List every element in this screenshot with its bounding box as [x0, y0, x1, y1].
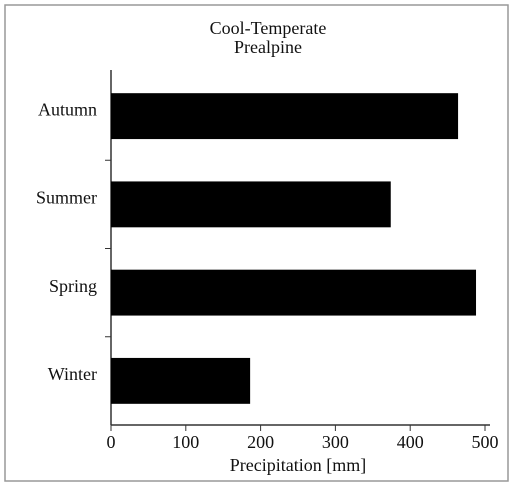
- y-tick-label: Autumn: [38, 99, 97, 119]
- x-tick-label: 200: [247, 432, 274, 452]
- chart-frame: [4, 4, 509, 482]
- x-tick-label: 0: [107, 432, 116, 452]
- x-tick-label: 400: [397, 432, 424, 452]
- y-tick-label: Winter: [48, 364, 97, 384]
- x-tick-label: 100: [172, 432, 199, 452]
- y-tick-label: Summer: [36, 188, 97, 208]
- chart-title: Cool-Temperate: [210, 18, 327, 38]
- chart-subtitle: Prealpine: [234, 37, 302, 57]
- x-axis-label: Precipitation [mm]: [230, 455, 366, 475]
- bar: [111, 93, 459, 140]
- bar: [111, 357, 251, 404]
- x-tick-label: 500: [472, 432, 499, 452]
- y-tick-label: Spring: [49, 276, 97, 296]
- x-tick-label: 300: [322, 432, 349, 452]
- bar: [111, 269, 477, 316]
- bar: [111, 181, 391, 228]
